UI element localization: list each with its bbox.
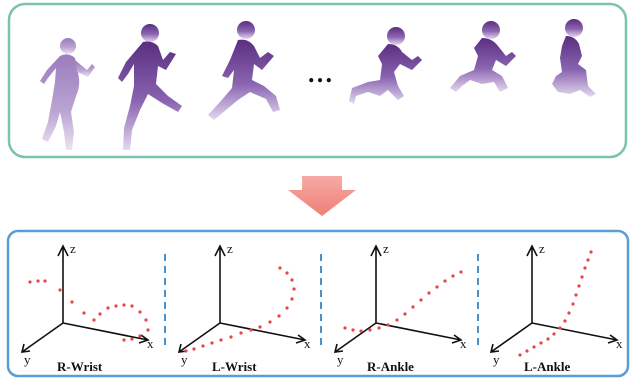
- axis-lines: [20, 244, 150, 353]
- z-axis-label: z: [539, 241, 545, 256]
- x-axis-label: x: [460, 336, 467, 351]
- joint-label: R-Ankle: [367, 359, 414, 374]
- trajectory-plot-l-wrist: z x y L-Wrist: [177, 241, 311, 374]
- runner-silhouette-icon: [40, 38, 95, 150]
- x-axis-label: x: [616, 336, 623, 351]
- x-axis-label: x: [304, 336, 311, 351]
- trajectory-points: [184, 266, 296, 353]
- top-panel: [7, 2, 628, 159]
- trajectory-points: [518, 250, 593, 357]
- trajectory-plot-l-ankle: z x y L-Ankle: [489, 241, 623, 374]
- bottom-panel: [6, 229, 630, 378]
- trajectory-plot-r-ankle: z x y R-Ankle: [333, 241, 467, 374]
- joint-label: L-Wrist: [212, 359, 257, 374]
- z-axis-label: z: [227, 241, 233, 256]
- y-axis-label: y: [493, 352, 500, 367]
- axis-lines: [177, 244, 307, 353]
- runner-silhouette-icon: [349, 27, 422, 104]
- z-axis-label: z: [70, 241, 76, 256]
- runner-silhouette-icon: [118, 24, 182, 150]
- runner-silhouette-icon: [208, 21, 280, 120]
- axis-lines: [333, 244, 463, 353]
- y-axis-label: y: [181, 352, 188, 367]
- trajectory-plot-r-wrist: z x y R-Wrist: [20, 241, 154, 374]
- joint-label: L-Ankle: [524, 359, 570, 374]
- trajectory-points: [28, 279, 150, 342]
- y-axis-label: y: [337, 352, 344, 367]
- trajectory-points: [343, 270, 463, 333]
- down-arrow-icon: [288, 176, 356, 216]
- runner-silhouette-icon: [450, 21, 516, 92]
- y-axis-label: y: [24, 352, 31, 367]
- axis-lines: [489, 244, 619, 353]
- runner-silhouette-icon: [552, 19, 596, 97]
- x-axis-label: x: [147, 336, 154, 351]
- z-axis-label: z: [383, 241, 389, 256]
- ellipsis-text: …: [307, 59, 333, 88]
- joint-label: R-Wrist: [57, 359, 103, 374]
